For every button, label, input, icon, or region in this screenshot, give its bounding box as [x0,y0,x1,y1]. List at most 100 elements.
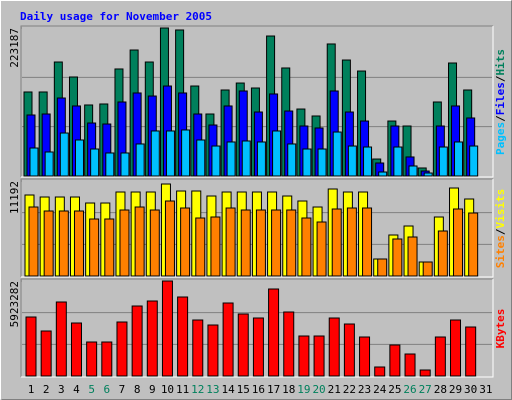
bar [146,300,158,377]
bar [165,130,175,177]
x-tick-label: 29 [449,383,462,396]
bar [226,141,236,177]
x-tick-label: 9 [149,383,156,396]
y-tick-label: 223187 [8,28,21,68]
x-tick-label: 13 [206,383,219,396]
x-tick-label: 11 [176,383,189,396]
bar [272,130,282,177]
bar [237,313,249,377]
panel-shadow [20,178,493,277]
x-tick-label: 15 [237,383,250,396]
bar [283,311,295,377]
bar [465,326,477,377]
bar [437,230,448,277]
bar [408,165,418,177]
bar [207,324,219,377]
bar [393,146,403,177]
bar [55,301,67,377]
x-tick-label: 12 [191,383,204,396]
x-tick-label: 17 [267,383,280,396]
legend-separator: / [494,75,507,82]
bar [252,317,264,377]
legend-entry: Pages [494,122,507,155]
bar [25,316,37,377]
bar [180,207,191,277]
x-tick-label: 2 [43,383,50,396]
x-tick-label: 25 [388,383,401,396]
bar [453,208,464,277]
y-tick-label: 11192 [8,181,21,214]
bar [90,148,100,177]
x-tick-label: 10 [161,383,174,396]
panel-light [21,279,494,378]
bar [105,152,115,177]
bar [392,238,403,277]
bar [404,353,416,377]
x-tick-label: 18 [282,383,295,396]
legend: Pages/Files/Hits [494,49,507,155]
bar [407,236,418,277]
panel-shadow [20,278,493,377]
x-tick-label: 4 [73,383,80,396]
bar [70,322,82,377]
bar [302,148,312,177]
bar [161,280,173,377]
legend-separator: / [494,228,507,235]
bar [389,344,401,377]
legend-separator: / [494,115,507,122]
bar [346,207,357,277]
bar [40,330,52,377]
y-tick-label: 5923282 [8,281,21,327]
legend-entry: KBytes [494,309,507,349]
bar [74,139,84,177]
bar [43,210,54,277]
bar [119,209,130,277]
bar [29,147,39,177]
bar [225,207,236,277]
bar [313,335,325,377]
bar [59,132,69,177]
legend-entry: Visits [494,189,507,229]
bar [28,206,39,277]
x-tick-label: 22 [343,383,356,396]
bar [298,335,310,377]
bar [301,217,312,277]
bar [316,221,327,277]
legend-entry: Sites [494,235,507,268]
bar [434,336,446,377]
bar [164,200,175,277]
bar [438,146,448,177]
legend: Sites/Visits [494,189,507,269]
bar [450,319,462,377]
x-tick-label: 6 [103,383,110,396]
bar [192,319,204,377]
bar [240,209,251,277]
bar [317,148,327,177]
x-tick-label: 20 [312,383,325,396]
x-tick-label: 8 [134,383,141,396]
bar [120,152,130,177]
bar [343,323,355,377]
legend-entry: Hits [494,49,507,76]
bar [195,217,206,277]
bar [222,302,234,377]
x-tick-label: 31 [479,383,492,396]
bar [422,261,433,277]
legend: KBytes [494,309,507,349]
bar [177,296,189,377]
bar [328,317,340,377]
bar [211,145,221,177]
bar [135,143,145,177]
bar [241,140,251,177]
x-tick-label: 19 [297,383,310,396]
x-tick-label: 5 [88,383,95,396]
legend-entry: Files [494,82,507,115]
x-tick-label: 23 [358,383,371,396]
x-tick-label: 21 [328,383,341,396]
bar [286,209,297,277]
bar [58,210,69,277]
bar [271,209,282,277]
panel-light [21,26,494,178]
